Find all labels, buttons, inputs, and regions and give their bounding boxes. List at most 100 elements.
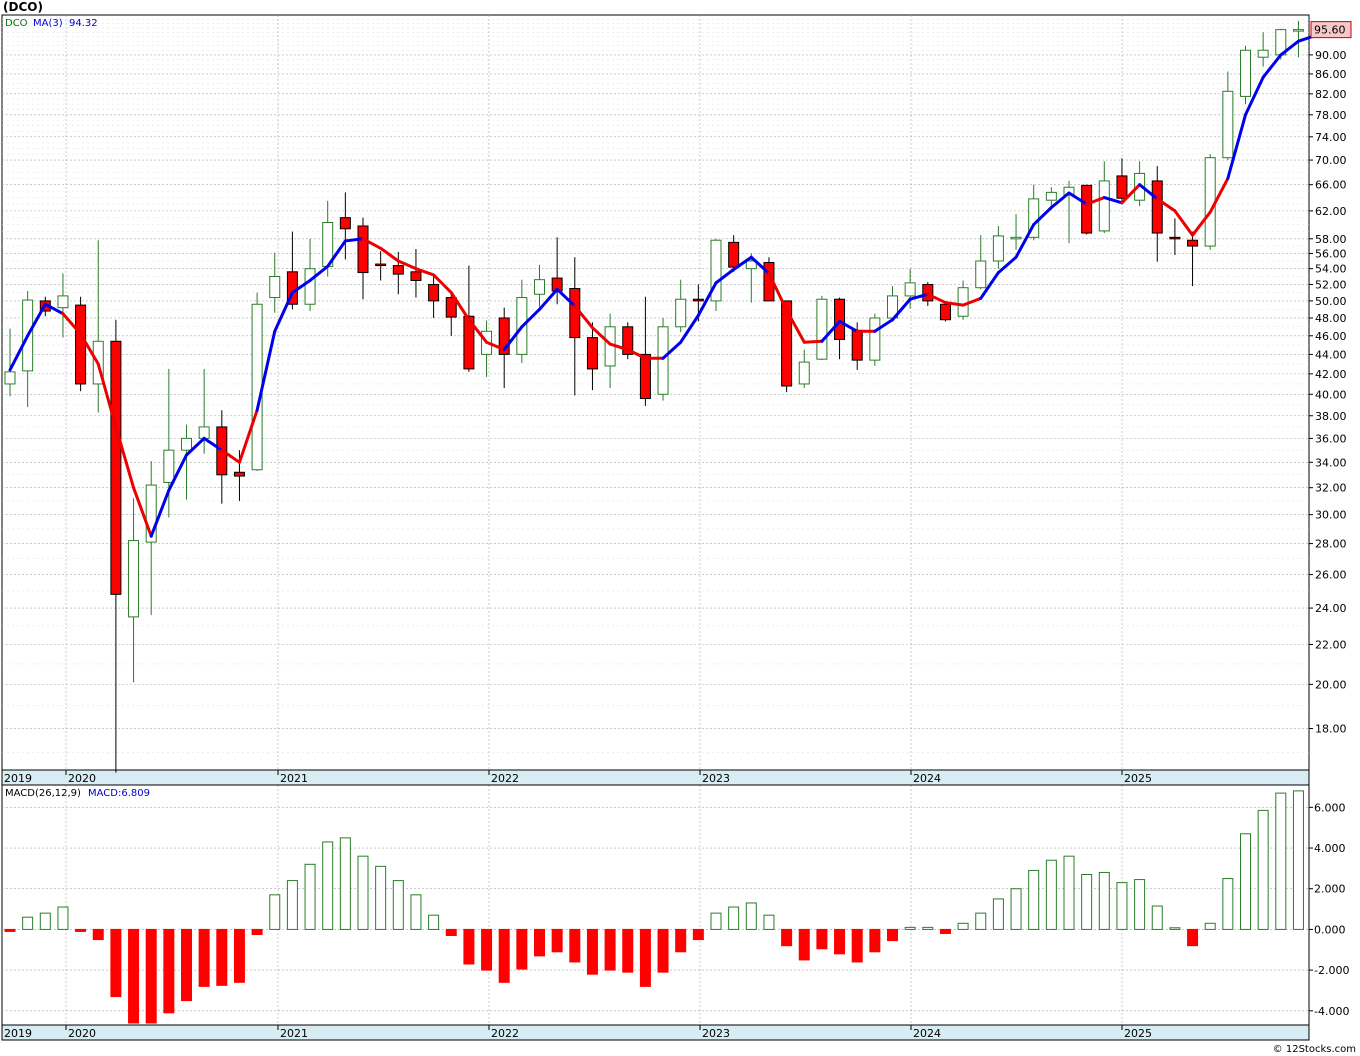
price-tick-label: 24.00 xyxy=(1315,602,1347,615)
macd-bar xyxy=(75,928,87,932)
x-tick-label: 2021 xyxy=(280,772,308,785)
candle-body xyxy=(957,287,969,317)
ma-segment xyxy=(961,296,983,307)
ma-segment xyxy=(802,339,824,344)
price-tick-label: 62.00 xyxy=(1315,205,1347,218)
macd-bar xyxy=(1081,873,1093,930)
candle xyxy=(145,461,157,616)
candle xyxy=(869,313,881,366)
candle-body xyxy=(1081,184,1093,234)
ma-segment xyxy=(96,362,118,429)
price-tick-label: 34.00 xyxy=(1315,456,1347,469)
macd-legend: MACD(26,12,9) MACD:6.809 xyxy=(5,788,150,799)
ma-segment xyxy=(343,237,365,243)
macd-bar xyxy=(1063,855,1075,930)
macd-bar xyxy=(1028,869,1040,930)
macd-bar xyxy=(763,914,775,930)
ma-segment xyxy=(1014,223,1036,259)
ma-segment xyxy=(1208,176,1230,214)
ma-segment xyxy=(308,264,330,282)
ma-segment xyxy=(1226,113,1247,180)
candle xyxy=(1222,71,1234,161)
x-tick-label: 2023 xyxy=(702,772,730,785)
macd-bar xyxy=(745,902,757,930)
ma-segment xyxy=(414,267,436,277)
price-tick-label: 32.00 xyxy=(1315,482,1347,495)
macd-bar xyxy=(1257,809,1269,930)
ma-segment xyxy=(1191,210,1212,237)
candle-body xyxy=(269,276,281,299)
ma-segment xyxy=(502,325,524,352)
candle-body xyxy=(904,282,916,297)
candle xyxy=(392,251,404,295)
macd-bar xyxy=(516,928,528,970)
ma-segment xyxy=(1102,196,1124,205)
ma-segment xyxy=(679,313,700,344)
macd-tick-label: 6.000 xyxy=(1314,801,1346,814)
ma-segment xyxy=(926,292,947,305)
ma-segment xyxy=(202,436,224,452)
macd-bars xyxy=(4,790,1304,1024)
macd-tick-label: 4.000 xyxy=(1314,842,1346,855)
copyright-footer: © 12Stocks.com xyxy=(1272,1044,1356,1055)
legend-ma-value: 94.32 xyxy=(69,18,98,29)
candle xyxy=(1240,45,1251,105)
candle-body xyxy=(128,540,140,618)
macd-bar xyxy=(781,928,793,947)
macd-tick-label: 2.000 xyxy=(1314,883,1346,896)
price-x-axis: 2019 2020 2021 2022 2023 2024 2025 xyxy=(1,769,1310,786)
candle xyxy=(251,292,263,472)
macd-bar xyxy=(622,928,634,973)
candle-body xyxy=(110,340,122,595)
macd-bar xyxy=(22,916,34,930)
candle xyxy=(1257,32,1269,67)
candle-body xyxy=(163,449,175,483)
candle-body xyxy=(57,295,69,309)
x-tick-label: 2025 xyxy=(1124,772,1152,785)
candle xyxy=(975,235,987,290)
ma-segment xyxy=(838,319,859,333)
ma-segment xyxy=(26,302,47,338)
ma-segment xyxy=(1085,196,1106,206)
macd-bar xyxy=(869,928,881,953)
price-tick-label: 90.00 xyxy=(1315,49,1347,62)
macd-bar xyxy=(1275,792,1287,930)
ma-segment xyxy=(220,448,241,464)
ma-segment xyxy=(891,297,912,322)
macd-bar xyxy=(657,928,669,973)
candle xyxy=(781,300,793,393)
ma-segment xyxy=(449,291,471,322)
macd-legend-label: MACD(26,12,9) xyxy=(5,788,81,799)
candle xyxy=(1292,20,1304,58)
candle xyxy=(728,235,740,272)
candle-body xyxy=(834,298,846,340)
candle-body xyxy=(410,271,422,281)
macd-bar xyxy=(1240,833,1251,930)
macd-bar xyxy=(728,906,740,930)
price-tick-label: 82.00 xyxy=(1315,88,1347,101)
candle xyxy=(1116,158,1128,205)
macd-bar xyxy=(957,922,969,930)
candle-body xyxy=(251,303,263,471)
candle-body xyxy=(145,484,157,543)
candle xyxy=(745,253,757,303)
candle-body xyxy=(781,300,793,387)
macd-bar xyxy=(375,865,387,930)
ma-segment xyxy=(608,342,630,352)
candle-body xyxy=(657,326,669,395)
ma-segment xyxy=(908,292,930,301)
ma-segment xyxy=(785,308,806,344)
macd-bar xyxy=(1204,922,1216,930)
macd-bar xyxy=(851,928,863,963)
price-tick-label: 42.00 xyxy=(1315,368,1347,381)
candle xyxy=(410,249,422,298)
price-tick-label: 22.00 xyxy=(1315,638,1347,651)
ma-segment xyxy=(626,348,647,360)
candle xyxy=(992,225,1004,269)
candle-body xyxy=(992,235,1004,262)
candle-body xyxy=(692,298,704,302)
candle-body xyxy=(1045,191,1057,201)
candle-body xyxy=(728,241,740,268)
candle xyxy=(1151,166,1163,262)
price-tick-label: 86.00 xyxy=(1315,68,1347,81)
